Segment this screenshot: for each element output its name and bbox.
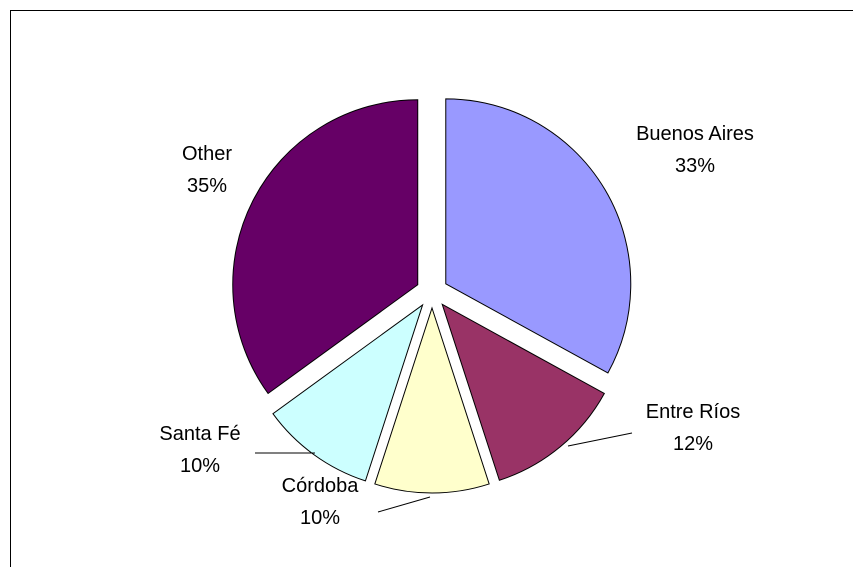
slice-value-label: 35% (187, 175, 227, 197)
slice-category-label: Other (182, 143, 232, 165)
leader-line (377, 496, 431, 513)
leader-line (567, 432, 633, 447)
pie-slice (374, 306, 490, 494)
slice-value-label: 12% (673, 433, 713, 455)
slice-category-label: Córdoba (282, 475, 360, 497)
pie-slice (272, 303, 424, 482)
pie-slice (441, 303, 605, 481)
slice-category-label: Buenos Aires (636, 123, 754, 145)
slice-category-label: Entre Ríos (646, 401, 740, 423)
pie-slice (445, 98, 632, 374)
slice-value-label: 33% (675, 155, 715, 177)
pie-slice (232, 99, 419, 395)
slice-value-label: 10% (180, 455, 220, 477)
slice-category-label: Santa Fé (159, 423, 240, 445)
slice-value-label: 10% (300, 507, 340, 529)
